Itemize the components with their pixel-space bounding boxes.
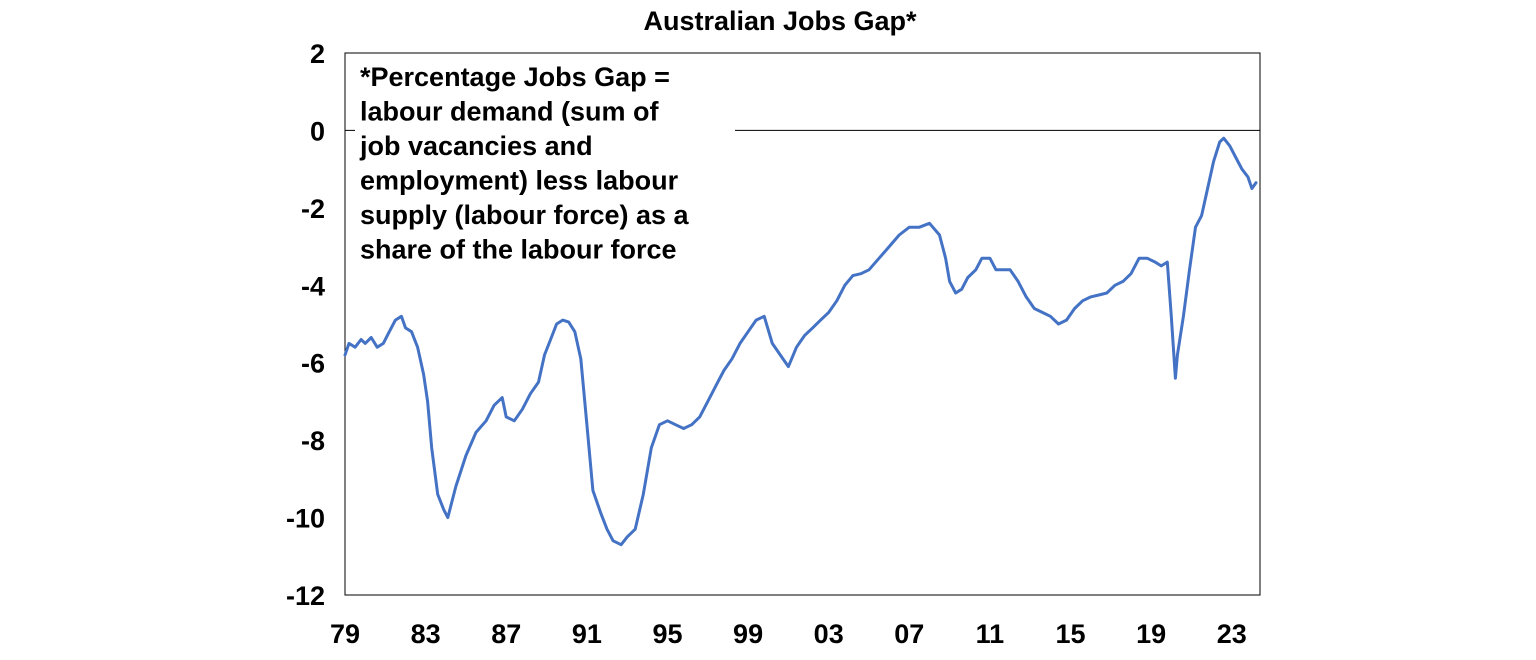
y-tick-label: -6: [301, 349, 325, 379]
y-tick-label: -8: [301, 426, 325, 456]
definition-note: *Percentage Jobs Gap = labour demand (sum…: [355, 58, 735, 268]
x-tick-label: 15: [1056, 619, 1086, 649]
x-tick-label: 11: [976, 619, 1005, 649]
x-tick-label: 95: [652, 619, 682, 649]
x-tick-label: 87: [491, 619, 521, 649]
y-tick-label: -2: [301, 194, 325, 224]
x-tick-label: 91: [572, 619, 602, 649]
x-axis: 79 83 87 91 95 99 03 07 11 15 19 23: [330, 619, 1247, 649]
y-axis: 2 0 -2 -4 -6 -8 -10 -12: [286, 39, 325, 611]
series-line-jobs-gap: [343, 136, 1258, 547]
note-line: job vacancies and: [359, 131, 593, 161]
x-tick-label: 23: [1217, 619, 1247, 649]
note-line: supply (labour force) as a: [360, 200, 690, 230]
note-background: [355, 58, 735, 268]
y-tick-label: 0: [310, 116, 325, 146]
y-tick-label: -12: [286, 581, 325, 611]
x-tick-label: 19: [1136, 619, 1166, 649]
note-line: employment) less labour: [360, 166, 679, 196]
x-tick-label: 03: [814, 619, 844, 649]
y-tick-label: 2: [310, 39, 325, 69]
note-line: share of the labour force: [360, 235, 677, 265]
x-tick-label: 83: [411, 619, 441, 649]
chart-title: Australian Jobs Gap*: [643, 6, 917, 36]
note-line: *Percentage Jobs Gap =: [360, 62, 670, 92]
x-tick-label: 79: [330, 619, 360, 649]
x-tick-label: 99: [733, 619, 763, 649]
note-line: labour demand (sum of: [360, 97, 660, 127]
y-tick-label: -10: [286, 504, 325, 534]
x-tick-label: 07: [894, 619, 924, 649]
y-tick-label: -4: [301, 271, 325, 301]
